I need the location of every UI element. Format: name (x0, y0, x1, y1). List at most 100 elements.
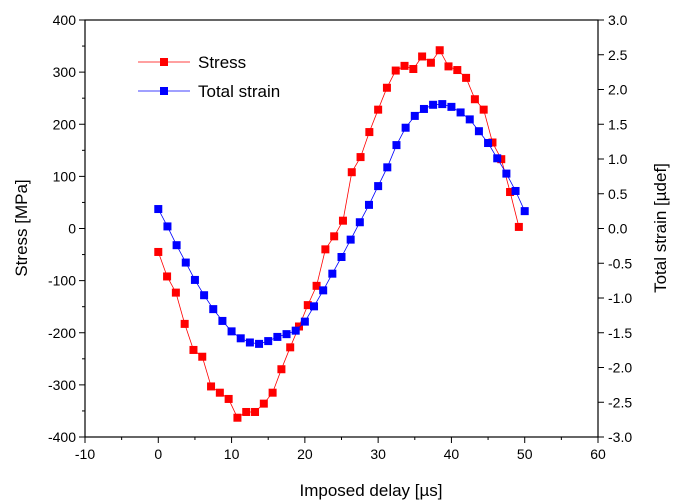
y-left-tick-label: -400 (48, 429, 76, 445)
y-left-tick-label: 300 (53, 64, 77, 80)
total-strain-point (438, 100, 447, 109)
y-right-tick-label: 3.0 (608, 12, 628, 28)
x-tick-label: 0 (154, 446, 162, 462)
x-tick-label: 10 (224, 446, 240, 462)
total-strain-point (346, 235, 355, 244)
total-strain-series (154, 100, 529, 348)
y-right-tick-label: 1.5 (608, 116, 628, 132)
y-right-tick-label: 0.5 (608, 186, 628, 202)
stress-point (374, 105, 383, 114)
stress-point (303, 301, 312, 310)
x-axis: -10 0 10 20 30 40 50 60 (75, 437, 606, 462)
y-right-tick-label: -1.0 (608, 290, 632, 306)
total-strain-point (429, 100, 438, 109)
total-strain-point (200, 291, 209, 300)
total-strain-point (374, 182, 383, 191)
legend-stress-label: Stress (198, 53, 246, 72)
series-layer (154, 46, 529, 422)
total-strain-point (484, 139, 493, 148)
stress-point (488, 138, 497, 147)
total-strain-point (355, 218, 364, 227)
legend: Stress Total strain (138, 53, 280, 101)
total-strain-point (190, 275, 199, 284)
stress-point (224, 394, 233, 403)
stress-point (294, 322, 303, 331)
y-right-tick-label: 2.0 (608, 82, 628, 98)
legend-stress-marker (160, 58, 168, 66)
x-tick-label: 20 (297, 446, 313, 462)
legend-total-strain-marker (160, 87, 168, 95)
stress-point (338, 216, 347, 225)
stress-point (215, 388, 224, 397)
stress-point (418, 52, 427, 61)
stress-point (277, 365, 286, 374)
stress-point (479, 105, 488, 114)
stress-point (171, 288, 180, 297)
stress-point (497, 155, 506, 164)
stress-point (382, 83, 391, 92)
total-strain-point (456, 108, 465, 117)
y-right-tick-label: -0.5 (608, 255, 632, 271)
stress-point (356, 153, 365, 162)
y-right-tick-label: -1.5 (608, 325, 632, 341)
total-strain-point (319, 286, 328, 295)
stress-point (312, 281, 321, 290)
stress-point (207, 382, 216, 391)
x-tick-label: 40 (444, 446, 460, 462)
stress-point (470, 95, 479, 104)
stress-line (157, 49, 520, 419)
y-left-tick-label: 200 (53, 116, 77, 132)
total-strain-point (520, 207, 529, 216)
stress-point (426, 58, 435, 67)
total-strain-point (264, 337, 273, 346)
y-right-tick-label: -3.0 (608, 429, 632, 445)
stress-point (444, 62, 453, 71)
stress-point (154, 247, 163, 256)
stress-point (409, 64, 418, 73)
x-tick-label: 60 (590, 446, 606, 462)
stress-series (154, 46, 523, 422)
y-right-tick-label: 0.0 (608, 221, 628, 237)
stress-point (259, 399, 268, 408)
stress-point (462, 73, 471, 82)
total-strain-point (337, 252, 346, 261)
total-strain-point (163, 222, 172, 231)
y-axis-right: -3.0 -2.5 -2.0 -1.5 -1.0 -0.5 0.0 0.5 1.0 1.5 2.0 2… (598, 12, 632, 445)
stress-point (286, 343, 295, 352)
legend-total-strain-label: Total strain (198, 82, 280, 101)
total-strain-point (227, 327, 236, 336)
total-strain-point (364, 200, 373, 209)
total-strain-point (410, 111, 419, 120)
y-right-tick-label: 1.0 (608, 151, 628, 167)
y-axis-left: -400 -300 -200 -100 0 100 200 300 400 (48, 12, 85, 445)
total-strain-point (511, 186, 520, 195)
y-axis-left-title: Stress [MPa] (12, 179, 31, 276)
x-tick-label: -10 (75, 446, 95, 462)
stress-point (391, 66, 400, 75)
total-strain-point (291, 326, 300, 335)
y-right-tick-label: -2.5 (608, 394, 632, 410)
total-strain-point (502, 169, 511, 178)
total-strain-point (236, 334, 245, 343)
y-left-tick-label: -200 (48, 325, 76, 341)
stress-point (189, 345, 198, 354)
stress-point (242, 407, 251, 416)
total-strain-point (474, 127, 483, 136)
total-strain-point (209, 305, 218, 314)
y-axis-right-title: Total strain [µdef] (651, 163, 670, 293)
stress-point (330, 232, 339, 241)
total-strain-point (310, 302, 319, 311)
y-left-tick-label: 0 (68, 221, 76, 237)
total-strain-point (154, 205, 163, 214)
total-strain-point (493, 154, 502, 163)
y-left-tick-label: -300 (48, 377, 76, 393)
y-left-tick-label: -100 (48, 273, 76, 289)
total-strain-point (218, 316, 227, 325)
stress-point (233, 413, 242, 422)
stress-point (198, 352, 207, 361)
stress-point (347, 168, 356, 177)
total-strain-point (419, 104, 428, 113)
x-tick-label: 30 (370, 446, 386, 462)
stress-point (506, 188, 515, 197)
